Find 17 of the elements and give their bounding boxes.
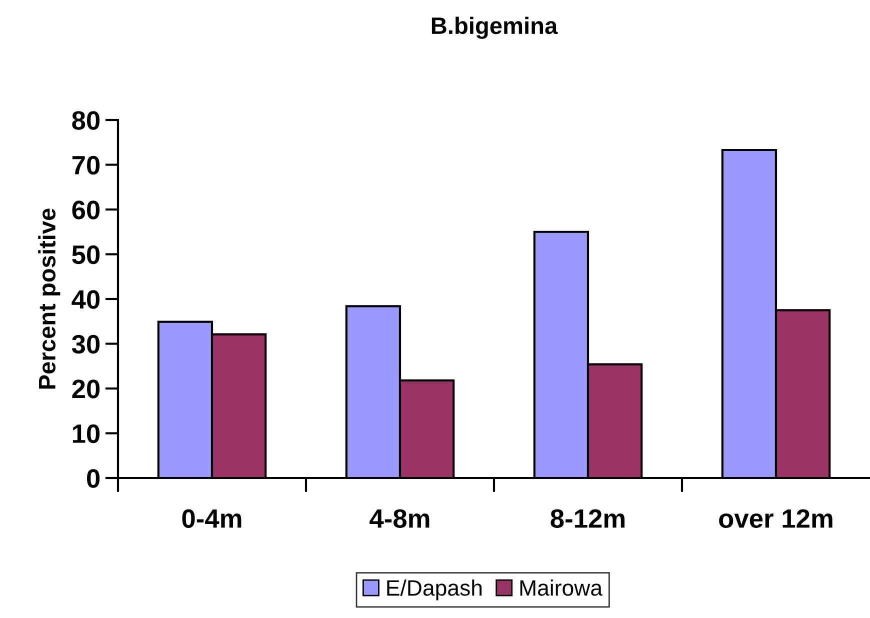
- x-tick-label: 0-4m: [182, 509, 242, 528]
- chart-title: B.bigemina: [432, 16, 558, 39]
- y-tick-label: 20: [72, 380, 100, 398]
- legend-label: Mairowa: [520, 580, 603, 596]
- x-tick-label: 4-8m: [370, 509, 430, 528]
- y-tick-label: 50: [72, 245, 100, 264]
- y-tick-label: 0: [87, 469, 100, 488]
- x-tick-label: 8-12m: [550, 509, 625, 528]
- legend-label: E/Dapash: [387, 580, 482, 600]
- y-tick-label: 10: [72, 424, 100, 444]
- y-axis-title: Percent positive: [38, 208, 60, 389]
- y-tick-label: 40: [72, 290, 100, 309]
- y-tick-label: 60: [72, 200, 100, 220]
- y-tick-label: 70: [72, 156, 100, 175]
- y-tick-label: 80: [72, 111, 100, 130]
- x-tick-label: over 12m: [719, 509, 832, 528]
- y-tick-label: 30: [72, 334, 100, 354]
